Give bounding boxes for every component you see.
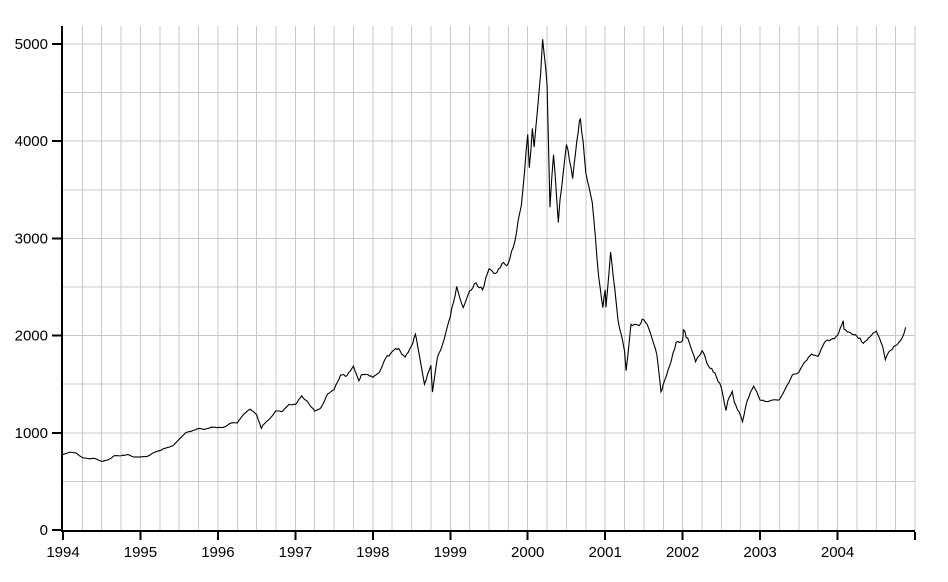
y-tick-label: 2000 — [15, 328, 48, 345]
x-tick — [604, 532, 607, 540]
x-tick-label: 2003 — [743, 544, 776, 561]
x-tick-label: 1996 — [201, 544, 234, 561]
x-tick-label: 1995 — [124, 544, 157, 561]
x-tick — [836, 532, 839, 540]
x-tick-label: 1999 — [434, 544, 467, 561]
y-axis-ticks: 0 1000 2000 3000 4000 5000 — [15, 36, 61, 539]
x-tick — [216, 532, 219, 540]
x-axis-line — [61, 530, 915, 532]
y-tick — [52, 237, 61, 240]
index-value-series-line — [62, 39, 907, 462]
y-tick-label: 3000 — [15, 230, 48, 247]
x-tick — [139, 532, 142, 540]
y-axis-line — [61, 26, 63, 532]
x-tick-label: 1998 — [356, 544, 389, 561]
y-tick — [52, 529, 61, 531]
x-tick — [449, 532, 452, 540]
y-tick — [52, 334, 61, 337]
x-tick — [371, 532, 374, 540]
axes — [61, 26, 915, 532]
x-tick — [681, 532, 684, 540]
y-tick-label: 0 — [40, 522, 48, 539]
x-tick-label: 2002 — [666, 544, 699, 561]
x-tick — [526, 532, 529, 540]
y-tick-label: 5000 — [15, 36, 48, 53]
x-tick-label: 1994 — [46, 544, 79, 561]
y-tick-label: 1000 — [15, 425, 48, 442]
x-tick — [294, 532, 297, 540]
x-end-tick — [914, 532, 916, 540]
y-tick-label: 4000 — [15, 133, 48, 150]
x-axis-ticks: 1994 1995 1996 1997 1998 1999 2000 2001 2002 2003… — [46, 532, 916, 561]
gridlines — [62, 26, 916, 530]
x-tick-label: 2004 — [821, 544, 854, 561]
x-tick-label: 2000 — [511, 544, 544, 561]
x-tick-label: 2001 — [588, 544, 621, 561]
y-tick — [52, 431, 61, 434]
x-tick — [62, 532, 64, 540]
y-tick — [52, 140, 61, 143]
x-tick-label: 1997 — [279, 544, 312, 561]
y-tick — [52, 42, 61, 45]
x-tick — [759, 532, 762, 540]
